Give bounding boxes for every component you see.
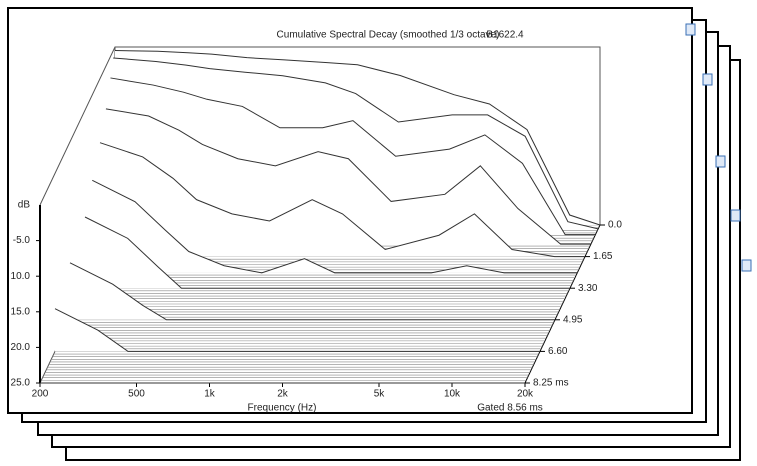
z-tick-label: 0.0 xyxy=(608,220,622,231)
slice xyxy=(105,108,591,245)
slice-fill xyxy=(100,142,585,257)
slice-fill xyxy=(85,217,570,289)
slice-fill xyxy=(105,108,591,245)
y-tick-label: 15.0 xyxy=(11,306,31,317)
window-icon[interactable] xyxy=(730,209,741,222)
slice-fill xyxy=(70,262,555,320)
z-tick-label: 6.60 xyxy=(548,346,568,357)
y-axis-label: dB xyxy=(18,200,31,211)
window-icon[interactable] xyxy=(702,73,713,86)
y-tick-label: -5.0 xyxy=(13,235,31,246)
slice-line xyxy=(54,308,540,352)
slice-fill xyxy=(55,308,540,352)
y-tick-label: 20.0 xyxy=(11,342,31,353)
slice-line xyxy=(99,142,585,258)
x-tick-label: 5k xyxy=(374,389,386,400)
x-tick-label: 10k xyxy=(444,389,461,400)
slice-line xyxy=(113,57,599,230)
slice-line xyxy=(114,50,601,226)
y-tick-label: 25.0 xyxy=(11,378,31,389)
slice xyxy=(84,216,570,289)
x-axis-label: Frequency (Hz) xyxy=(248,403,317,414)
x-tick-label: 500 xyxy=(128,389,145,400)
gate-note: Gated 8.56 ms xyxy=(477,403,543,414)
x-tick-label: 20k xyxy=(517,389,534,400)
chart-subtitle: B1622.4 xyxy=(486,30,524,41)
slice-line xyxy=(84,216,570,289)
x-tick-label: 1k xyxy=(204,389,216,400)
slice xyxy=(99,142,585,258)
window-icon[interactable] xyxy=(715,155,726,168)
slice-line xyxy=(92,179,578,274)
window-icon[interactable] xyxy=(741,259,752,272)
slice-line xyxy=(105,108,591,245)
chart-title: Cumulative Spectral Decay (smoothed 1/3 … xyxy=(277,30,500,41)
x-tick-label: 200 xyxy=(32,389,49,400)
slice-line xyxy=(69,262,555,321)
z-tick-label: 3.30 xyxy=(578,283,598,294)
slice-line xyxy=(110,77,596,236)
slice xyxy=(54,308,540,352)
y-tick-label: 10.0 xyxy=(11,271,31,282)
window-icon[interactable] xyxy=(685,23,696,36)
window-icons xyxy=(685,23,752,272)
plot: Cumulative Spectral Decay (smoothed 1/3 … xyxy=(11,30,623,414)
x-tick-label: 2k xyxy=(277,389,289,400)
z-tick-label: 8.25 ms xyxy=(533,378,569,389)
slice xyxy=(69,262,555,321)
z-tick-label: 1.65 xyxy=(593,251,613,262)
z-tick-label: 4.95 xyxy=(563,314,583,325)
